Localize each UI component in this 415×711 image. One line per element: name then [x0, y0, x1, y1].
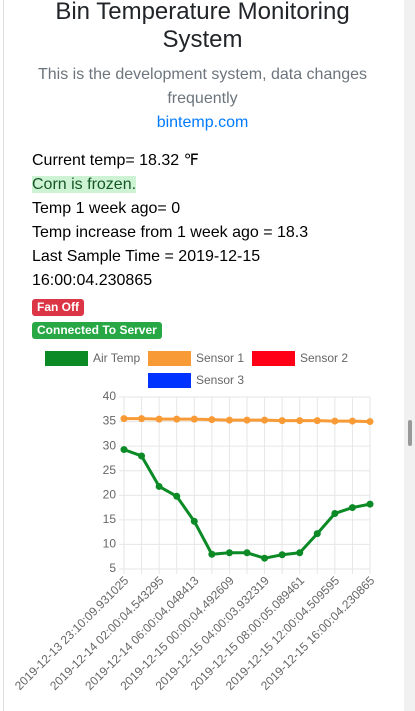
point: [155, 482, 163, 490]
legend-label: Air Temp: [93, 351, 140, 365]
status-alert: Corn is frozen.: [32, 176, 137, 193]
point: [296, 417, 304, 425]
y-tick-label: 10: [103, 537, 117, 551]
subtitle: This is the development system, data cha…: [37, 66, 368, 107]
status-line: Temp 1 week ago= 0: [32, 200, 181, 217]
point: [278, 417, 286, 425]
status-line: Temp increase from 1 week ago = 18.3: [32, 224, 309, 241]
badge: Connected To Server: [32, 322, 162, 339]
page-title: Bin Temperature Monitoring System: [55, 0, 350, 53]
point: [366, 500, 374, 508]
point: [173, 492, 181, 500]
y-tick-label: 20: [103, 487, 117, 501]
badge: Fan Off: [32, 299, 84, 316]
point: [190, 517, 198, 525]
point: [366, 418, 374, 426]
point: [173, 415, 181, 423]
point: [138, 415, 146, 423]
point: [261, 416, 269, 424]
legend-swatch: [148, 373, 191, 388]
y-tick-label: 35: [103, 414, 117, 428]
y-tick-label: 15: [103, 512, 117, 526]
point: [261, 554, 269, 562]
legend-label: Sensor 3: [196, 373, 244, 387]
status-line: Last Sample Time = 2019-12-15 16:00:04.2…: [32, 248, 261, 289]
y-tick-label: 30: [103, 438, 117, 452]
point: [120, 446, 128, 454]
legend-swatch: [148, 351, 191, 366]
point: [225, 416, 233, 424]
point: [331, 417, 339, 425]
point: [155, 415, 163, 423]
y-tick-label: 25: [103, 463, 117, 477]
point: [348, 504, 356, 512]
point: [313, 530, 321, 538]
point: [278, 551, 286, 559]
link[interactable]: bintemp.com: [156, 114, 249, 131]
point: [313, 417, 321, 425]
legend-label: Sensor 2: [300, 351, 348, 365]
point: [243, 549, 251, 557]
point: [120, 415, 128, 423]
status: Current temp= 18.32 ℉ Corn is frozen. Te…: [32, 149, 332, 293]
point: [243, 416, 251, 424]
point: [208, 416, 216, 424]
scrollbar[interactable]: [404, 0, 415, 711]
point: [225, 549, 233, 557]
status-line: Current temp= 18.32 ℉: [32, 152, 199, 169]
scroll-thumb[interactable]: [408, 420, 412, 446]
legend-label: Sensor 1: [196, 351, 244, 365]
y-tick-label: 5: [109, 561, 116, 575]
point: [190, 415, 198, 423]
point: [138, 452, 146, 460]
point: [348, 417, 356, 425]
legend-swatch: [252, 351, 295, 366]
point: [296, 549, 304, 557]
point: [208, 550, 216, 558]
y-tick-label: 40: [103, 389, 117, 403]
border: [3, 0, 4, 711]
point: [331, 509, 339, 517]
legend-swatch: [45, 351, 88, 366]
